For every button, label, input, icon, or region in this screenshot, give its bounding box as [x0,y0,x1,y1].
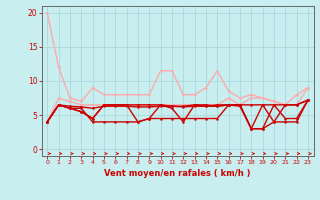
X-axis label: Vent moyen/en rafales ( km/h ): Vent moyen/en rafales ( km/h ) [104,169,251,178]
